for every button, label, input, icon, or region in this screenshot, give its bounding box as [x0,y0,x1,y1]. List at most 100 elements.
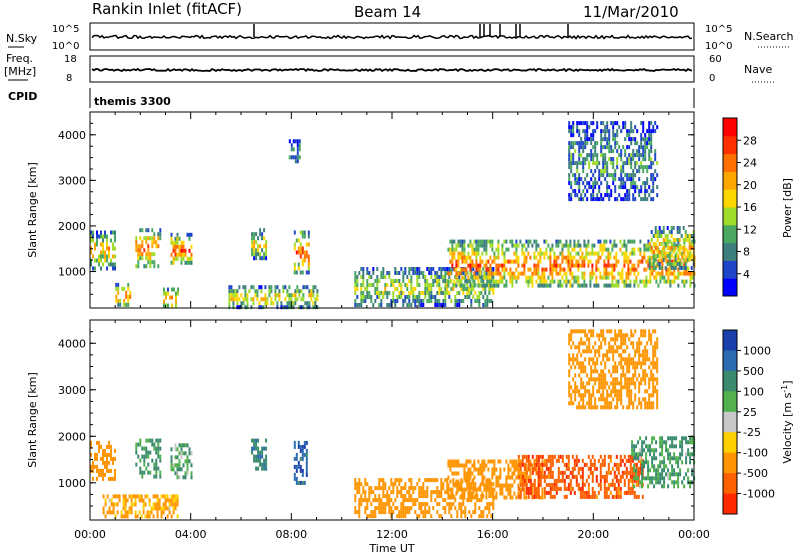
data-cell [172,256,175,261]
data-cell [628,393,631,398]
data-cell [527,494,530,499]
data-cell [458,303,461,307]
data-cell [570,145,573,150]
data-cell [293,266,296,271]
data-cell [626,365,629,370]
data-cell [472,287,475,291]
data-cell [652,177,655,182]
data-cell [128,510,131,515]
data-cell [356,486,359,491]
data-cell [292,139,295,144]
data-cell [406,506,409,511]
data-cell [170,498,173,503]
power-colorbar-tick: 28 [743,134,757,147]
data-cell [553,482,556,487]
data-cell [414,299,417,303]
data-cell [295,452,298,457]
data-cell [638,341,641,346]
data-cell [186,455,189,460]
data-cell [634,381,637,386]
data-cell [586,141,589,146]
data-cell [640,121,643,126]
data-cell [618,361,621,366]
data-cell [541,454,544,459]
data-cell [549,259,552,264]
data-cell [262,297,265,302]
data-cell [569,259,572,264]
data-cell [557,478,560,483]
data-cell [115,282,118,287]
data-cell [682,238,685,242]
data-cell [652,345,655,350]
data-cell [634,185,637,190]
data-cell [640,333,643,338]
data-cell [628,389,631,394]
data-cell [422,510,425,515]
data-cell [600,149,603,154]
data-cell [145,256,148,261]
data-cell [509,487,512,492]
data-cell [290,155,293,160]
data-cell [157,466,160,471]
data-cell [525,479,528,484]
data-cell [633,452,636,457]
data-cell [635,279,638,284]
data-cell [477,247,480,252]
data-cell [609,263,612,268]
data-cell [658,266,661,270]
data-cell [364,482,367,487]
data-cell [282,285,285,290]
data-cell [675,251,678,256]
data-cell [453,283,456,288]
data-cell [581,470,584,475]
data-cell [476,271,479,275]
data-cell [652,250,655,254]
velocity-colorbar-tick: -100 [743,447,768,460]
data-cell [143,236,146,241]
data-cell [592,393,595,398]
data-cell [424,287,427,291]
data-cell [412,271,415,275]
data-cell [234,293,237,298]
data-cell [400,506,403,511]
data-cell [602,337,605,342]
data-cell [644,149,647,154]
data-cell [390,478,393,483]
data-cell [551,470,554,475]
data-cell [280,305,283,310]
data-cell [608,137,611,142]
data-cell [599,454,602,459]
data-cell [568,121,571,126]
data-cell [448,502,451,507]
data-cell [505,259,508,264]
data-cell [114,266,116,271]
data-cell [158,506,161,511]
data-cell [618,389,621,394]
data-cell [482,267,485,271]
data-cell [473,463,476,468]
data-cell [444,303,447,307]
data-cell [172,498,175,503]
data-cell [551,458,554,463]
data-cell [570,165,573,170]
data-cell [595,251,598,256]
data-cell [619,454,622,459]
data-cell [598,177,601,182]
data-cell [537,462,540,467]
data-cell [392,299,395,303]
data-cell [473,475,476,480]
data-cell [598,381,601,386]
data-cell [543,458,546,463]
data-cell [652,385,655,390]
data-cell [616,381,619,386]
data-cell [408,295,411,299]
data-cell [614,329,617,334]
data-cell [418,295,421,299]
data-cell [446,291,449,295]
data-cell [513,271,516,276]
data-cell [174,506,177,511]
data-cell [515,459,518,464]
data-cell [475,491,478,496]
data-cell [642,361,645,366]
data-cell [509,279,512,284]
